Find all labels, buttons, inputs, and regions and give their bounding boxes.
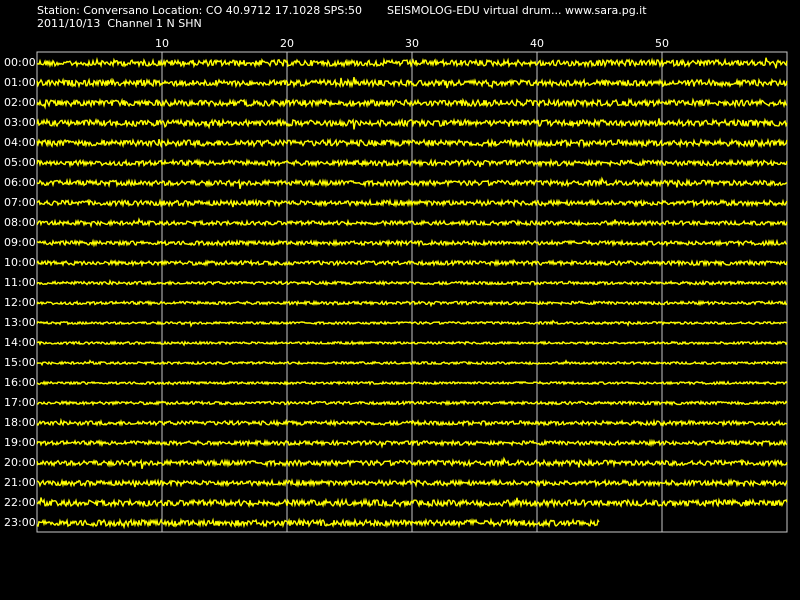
hour-label: 13:00 (4, 316, 36, 329)
station-info: Station: Conversano Location: CO 40.9712… (37, 4, 362, 17)
hour-label: 03:00 (4, 116, 36, 129)
minute-tick-label: 40 (530, 37, 544, 50)
hour-label: 16:00 (4, 376, 36, 389)
hour-label: 01:00 (4, 76, 36, 89)
hour-label: 14:00 (4, 336, 36, 349)
seismic-trace (36, 176, 788, 189)
hour-label: 18:00 (4, 416, 36, 429)
seismic-trace (36, 157, 788, 169)
seismic-trace (36, 97, 788, 110)
hour-label: 11:00 (4, 276, 36, 289)
hour-label: 22:00 (4, 496, 36, 509)
seismic-trace (36, 299, 788, 308)
seismic-trace (37, 238, 788, 248)
seismic-trace (36, 380, 788, 386)
hour-label: 04:00 (4, 136, 36, 149)
seismic-trace (36, 117, 788, 130)
hour-label: 15:00 (4, 356, 36, 369)
seismic-trace (36, 456, 788, 469)
seismic-trace (36, 359, 788, 367)
hour-label: 17:00 (4, 396, 36, 409)
seismic-trace (36, 399, 788, 407)
seismic-trace (36, 76, 788, 89)
seismic-trace (36, 438, 788, 449)
minute-tick-label: 50 (655, 37, 669, 50)
minute-tick-label: 10 (155, 37, 169, 50)
hour-label: 23:00 (4, 516, 36, 529)
app-title: SEISMOLOG-EDU virtual drum... www.sara.p… (387, 4, 647, 17)
seismic-trace (36, 258, 788, 268)
hour-label: 10:00 (4, 256, 36, 269)
hour-label: 19:00 (4, 436, 36, 449)
hour-label: 02:00 (4, 96, 36, 109)
hour-label: 09:00 (4, 236, 36, 249)
seismic-trace (36, 137, 788, 149)
hour-label: 08:00 (4, 216, 36, 229)
hour-label: 06:00 (4, 176, 36, 189)
hour-label: 21:00 (4, 476, 36, 489)
hour-label: 05:00 (4, 156, 36, 169)
seismic-trace (36, 319, 788, 328)
hour-label: 07:00 (4, 196, 36, 209)
minute-tick-label: 20 (280, 37, 294, 50)
seismic-trace (36, 417, 788, 428)
seismic-trace (36, 279, 788, 287)
seismic-trace (36, 56, 788, 69)
seismic-trace (36, 198, 788, 209)
seismic-trace (36, 497, 788, 509)
hour-label: 00:00 (4, 56, 36, 69)
seismic-trace (36, 477, 788, 489)
hour-label: 20:00 (4, 456, 36, 469)
seismic-trace (36, 340, 788, 347)
seismic-trace (36, 217, 788, 229)
minute-tick-label: 30 (405, 37, 419, 50)
date-channel-info: 2011/10/13 Channel 1 N SHN (37, 17, 202, 30)
seismic-trace (36, 517, 600, 530)
hour-label: 12:00 (4, 296, 36, 309)
